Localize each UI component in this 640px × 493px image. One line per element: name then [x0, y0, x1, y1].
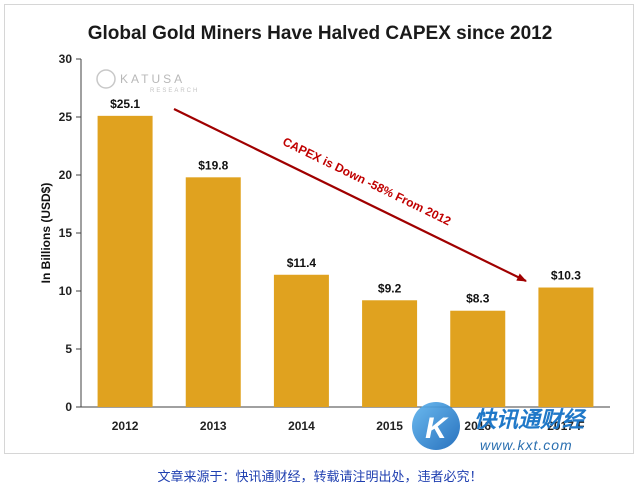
bar-2013: [185, 177, 241, 407]
watermark-sub: RESEARCH: [150, 88, 199, 94]
y-axis-label: In Billions (USD$): [39, 183, 53, 284]
x-tick-label: 2012: [112, 419, 139, 433]
trend-arrow: [173, 108, 527, 282]
x-tick-label: 2013: [200, 419, 227, 433]
y-tick-label: 25: [59, 110, 73, 124]
data-label: $10.3: [551, 269, 581, 283]
data-label: $25.1: [110, 97, 140, 111]
y-tick-label: 15: [59, 226, 73, 240]
kxt-logo-icon: [412, 402, 460, 450]
bar-2017-f: [538, 287, 594, 407]
data-label: $9.2: [378, 281, 402, 295]
source-footer: 文章来源于：快讯通财经，转载请注明出处，违者必究！: [157, 470, 483, 485]
watermark-name: KATUSA: [120, 72, 185, 86]
y-tick-label: 5: [65, 342, 72, 356]
x-tick-label: 2016: [464, 419, 491, 433]
data-label: $19.8: [198, 158, 228, 172]
brand-text: 快讯通财经: [474, 407, 587, 432]
x-tick-label: 2017 F: [547, 419, 584, 433]
plot-area: 0 5 10 15 20 25 30 $25.1 2012 $19.8 2013 $11.4 2014 $…: [59, 52, 610, 433]
annotation-text: CAPEX is Down -58% From 2012: [280, 134, 453, 228]
y-tick-label: 10: [59, 284, 73, 298]
bar-2015: [362, 300, 418, 407]
kxt-brand-watermark: K 快讯通财经 www.kxt.com: [412, 402, 587, 453]
chart-title: Global Gold Miners Have Halved CAPEX sin…: [88, 23, 553, 44]
katusa-logo-icon: [96, 69, 116, 89]
y-tick-label: 30: [59, 52, 73, 66]
katusa-watermark: KATUSA RESEARCH: [96, 69, 199, 94]
y-tick-label: 0: [65, 400, 72, 414]
brand-url: www.kxt.com: [480, 437, 573, 453]
data-label: $8.3: [466, 292, 490, 306]
x-tick-label: 2014: [288, 419, 315, 433]
bar-2012: [97, 115, 153, 407]
y-tick-label: 20: [59, 168, 73, 182]
data-label: $11.4: [287, 256, 317, 270]
bar-2016: [450, 310, 506, 407]
bar-2014: [273, 274, 329, 407]
x-tick-label: 2015: [376, 419, 403, 433]
svg-text:K: K: [425, 412, 449, 445]
